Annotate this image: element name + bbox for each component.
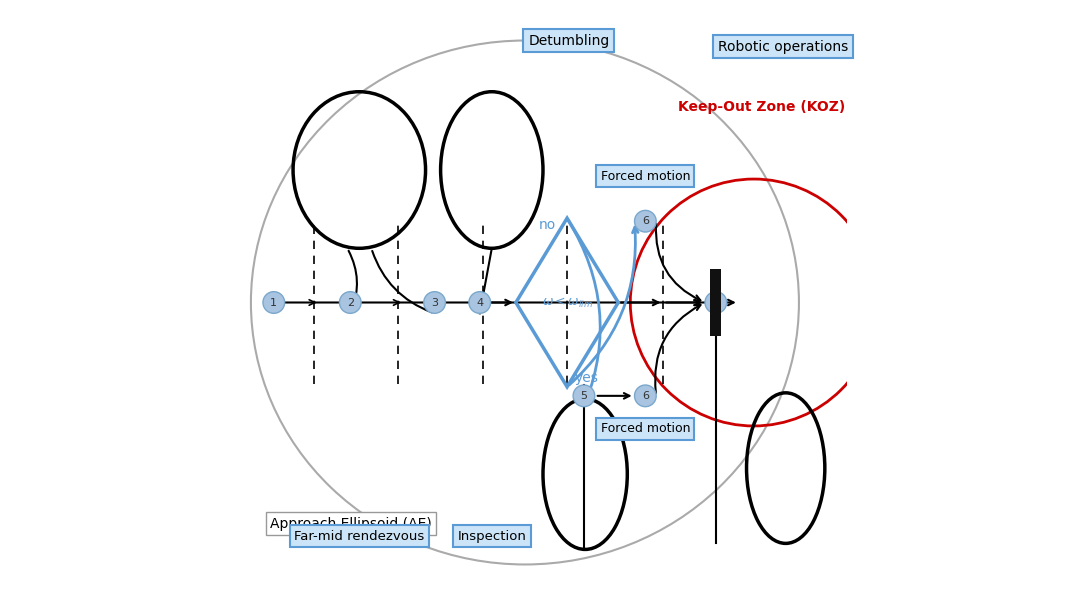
Text: 2: 2 (347, 298, 354, 307)
Text: 5: 5 (581, 391, 587, 401)
FancyBboxPatch shape (711, 269, 721, 336)
Circle shape (263, 292, 285, 313)
Circle shape (468, 292, 490, 313)
Circle shape (634, 211, 656, 232)
Text: 7: 7 (712, 298, 720, 307)
Circle shape (424, 292, 446, 313)
Text: Approach Ellipsoid (AE): Approach Ellipsoid (AE) (270, 517, 432, 531)
Circle shape (340, 292, 361, 313)
Text: Far-mid rendezvous: Far-mid rendezvous (294, 529, 425, 543)
Text: Robotic operations: Robotic operations (717, 39, 847, 54)
Text: Detumbling: Detumbling (529, 33, 609, 48)
Text: yes: yes (575, 371, 598, 385)
Text: no: no (539, 218, 557, 232)
Circle shape (705, 292, 726, 313)
Circle shape (634, 385, 656, 407)
Circle shape (573, 385, 595, 407)
Text: 6: 6 (642, 391, 649, 401)
Text: Forced motion: Forced motion (601, 169, 690, 183)
Text: 3: 3 (431, 298, 438, 307)
Text: Keep-Out Zone (KOZ): Keep-Out Zone (KOZ) (678, 100, 845, 114)
Text: $\omega < \omega_{lim}$: $\omega < \omega_{lim}$ (542, 295, 593, 310)
Text: 1: 1 (271, 298, 277, 307)
Text: 6: 6 (642, 216, 649, 226)
Text: Inspection: Inspection (458, 529, 526, 543)
Text: Forced motion: Forced motion (601, 422, 690, 436)
Text: 4: 4 (476, 298, 484, 307)
